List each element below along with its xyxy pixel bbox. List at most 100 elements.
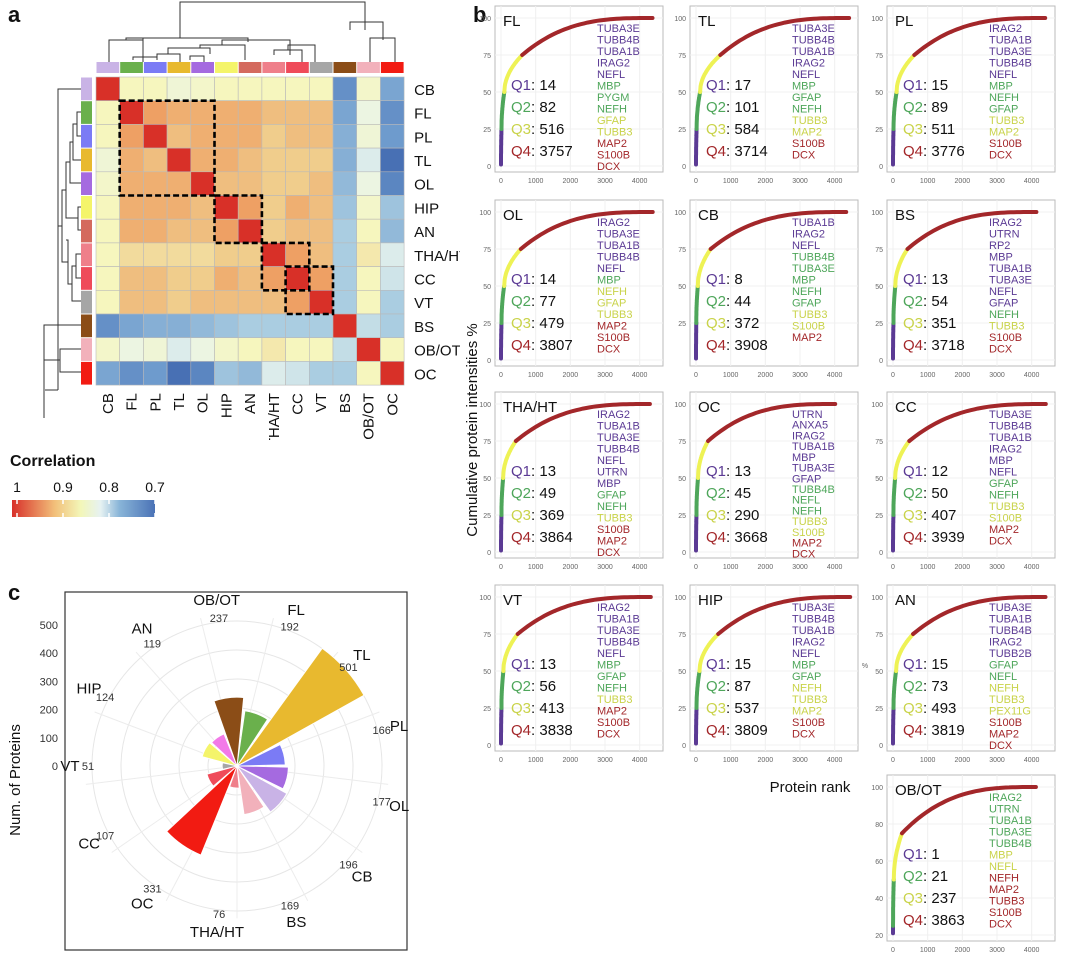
q4-segment xyxy=(706,402,838,443)
quartile-stat: Q1: 13 xyxy=(903,271,948,288)
heatmap-cell xyxy=(95,361,121,386)
q4-segment xyxy=(716,595,853,636)
heatmap-cell xyxy=(308,289,334,315)
heatmap-cell xyxy=(261,361,286,386)
bar-value-label: 51 xyxy=(82,761,94,773)
column-label: CC xyxy=(289,393,306,415)
quartile-label: Q1 xyxy=(903,656,923,673)
bar-value-label: 76 xyxy=(213,909,225,921)
heatmap-cell xyxy=(285,313,310,339)
y-tick-label: 0 xyxy=(879,743,883,750)
quartile-count: : 3718 xyxy=(923,337,965,354)
heatmap-cell xyxy=(166,266,192,291)
quartile-stat: Q3: 369 xyxy=(511,507,564,524)
subplot-title: FL xyxy=(503,13,521,30)
x-tick-label: 2000 xyxy=(563,564,579,571)
gene-label: NEFH xyxy=(597,104,627,116)
gene-label: MBP xyxy=(597,81,621,93)
quartile-label: Q4 xyxy=(903,529,923,546)
column-color-swatch xyxy=(143,62,167,73)
gene-label: MAP2 xyxy=(792,538,822,550)
subplot-title: OC xyxy=(698,399,721,416)
y-tick-label: 50 xyxy=(483,476,491,483)
x-tick-label: 4000 xyxy=(827,178,843,185)
heatmap-cell xyxy=(380,289,405,315)
heatmap-cell xyxy=(308,124,334,149)
heatmap-cell xyxy=(356,313,381,339)
q1-point xyxy=(694,343,698,347)
heatmap-cell xyxy=(119,361,144,386)
heatmap-cell xyxy=(332,242,358,267)
category-label: THA/HT xyxy=(190,924,244,941)
heatmap-cell xyxy=(380,313,405,339)
x-tick-label: 1000 xyxy=(528,372,544,379)
heatmap-cell xyxy=(332,289,358,315)
heatmap-cell xyxy=(166,124,192,149)
y-tick-label: 25 xyxy=(678,127,686,134)
column-color-swatch xyxy=(286,62,309,73)
heatmap-cell xyxy=(237,242,263,267)
q1-point xyxy=(891,525,895,529)
category-label: OC xyxy=(131,896,154,913)
heatmap-cell xyxy=(190,100,215,125)
y-axis-label: Cumulative protein intensities % xyxy=(464,323,481,536)
y-tick-label: 100 xyxy=(871,210,883,217)
row-color-swatch xyxy=(81,101,92,124)
heatmap-cell xyxy=(119,242,144,267)
y-tick-label: 100 xyxy=(674,402,686,409)
quartile-stat: Q4: 3863 xyxy=(903,912,965,929)
x-tick-label: 1000 xyxy=(920,564,936,571)
bar-value-label: 196 xyxy=(339,860,357,872)
quartile-stat: Q3: 584 xyxy=(706,121,759,138)
gene-label: IRAG2 xyxy=(989,217,1022,229)
q1-point xyxy=(891,929,895,933)
gene-label: MBP xyxy=(597,660,621,672)
gene-label: MAP2 xyxy=(792,706,822,718)
column-label: CB xyxy=(100,393,117,414)
gene-label: IRAG2 xyxy=(792,58,825,70)
heatmap-cell xyxy=(332,218,358,244)
dendrogram-branch xyxy=(369,37,396,62)
q4-segment xyxy=(905,210,1039,251)
y-axis-label: Num. of Proteins xyxy=(7,724,24,836)
gene-label: TUBA3E xyxy=(792,602,835,614)
heatmap-cell xyxy=(190,124,215,149)
q1-point xyxy=(499,134,503,138)
quartile-stat: Q4: 3908 xyxy=(706,337,768,354)
gene-label: TUBA1B xyxy=(597,240,640,252)
y-tick-label: 75 xyxy=(875,53,883,60)
q1-point xyxy=(499,545,503,550)
y-tick-label: 25 xyxy=(875,321,883,328)
x-tick-label: 4000 xyxy=(827,564,843,571)
y-tick-label: 75 xyxy=(678,632,686,639)
dendrogram-branch xyxy=(61,189,68,263)
quartile-stat: Q4: 3864 xyxy=(511,529,573,546)
q1-point xyxy=(891,530,895,534)
subplot-title: THA/HT xyxy=(503,399,557,416)
y-axis-label: % xyxy=(862,663,868,670)
x-tick-label: 2000 xyxy=(955,947,971,953)
quartile-count: : 89 xyxy=(923,99,948,116)
q1-point xyxy=(891,144,895,148)
gene-label: GFAP xyxy=(989,660,1018,672)
gene-label: TUBA1B xyxy=(989,432,1032,444)
quartile-stat: Q1: 13 xyxy=(511,463,556,480)
heatmap-cell xyxy=(380,124,405,149)
y-tick-label: 0 xyxy=(879,550,883,557)
heatmap-cell xyxy=(190,242,215,267)
row-color-swatch xyxy=(81,338,92,361)
row-color-swatch xyxy=(81,124,92,148)
heatmap-cell xyxy=(308,337,334,362)
q1-point xyxy=(891,338,895,342)
subplot-frame xyxy=(886,199,1056,367)
quartile-stat: Q2: 54 xyxy=(903,293,948,310)
gene-label: S100B xyxy=(597,332,630,344)
quartile-count: : 3776 xyxy=(923,143,965,160)
q1-point xyxy=(499,159,503,164)
gene-label: GFAP xyxy=(597,298,626,310)
row-color-swatch xyxy=(81,361,92,385)
y-tick-label: 50 xyxy=(678,669,686,676)
gene-label: UTRN xyxy=(597,467,628,479)
heatmap-cell xyxy=(332,361,358,386)
gene-label: TUBB4B xyxy=(597,637,640,649)
